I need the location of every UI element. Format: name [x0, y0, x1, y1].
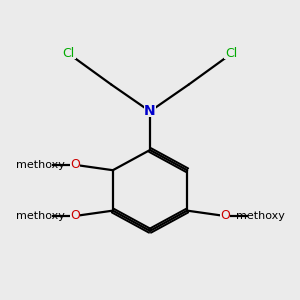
Text: methoxy: methoxy [16, 160, 64, 170]
FancyBboxPatch shape [224, 48, 240, 59]
FancyBboxPatch shape [70, 211, 80, 221]
Text: Cl: Cl [226, 47, 238, 60]
Text: methoxy: methoxy [236, 211, 284, 221]
FancyBboxPatch shape [220, 211, 230, 221]
Text: O: O [220, 209, 230, 223]
Text: O: O [70, 209, 80, 223]
Text: Cl: Cl [62, 47, 74, 60]
Text: methoxy: methoxy [16, 211, 64, 221]
FancyBboxPatch shape [70, 160, 80, 170]
FancyBboxPatch shape [144, 105, 156, 117]
Text: O: O [70, 158, 80, 171]
FancyBboxPatch shape [28, 210, 52, 222]
FancyBboxPatch shape [60, 48, 76, 59]
Text: N: N [144, 104, 156, 118]
FancyBboxPatch shape [28, 159, 52, 170]
FancyBboxPatch shape [248, 210, 272, 222]
